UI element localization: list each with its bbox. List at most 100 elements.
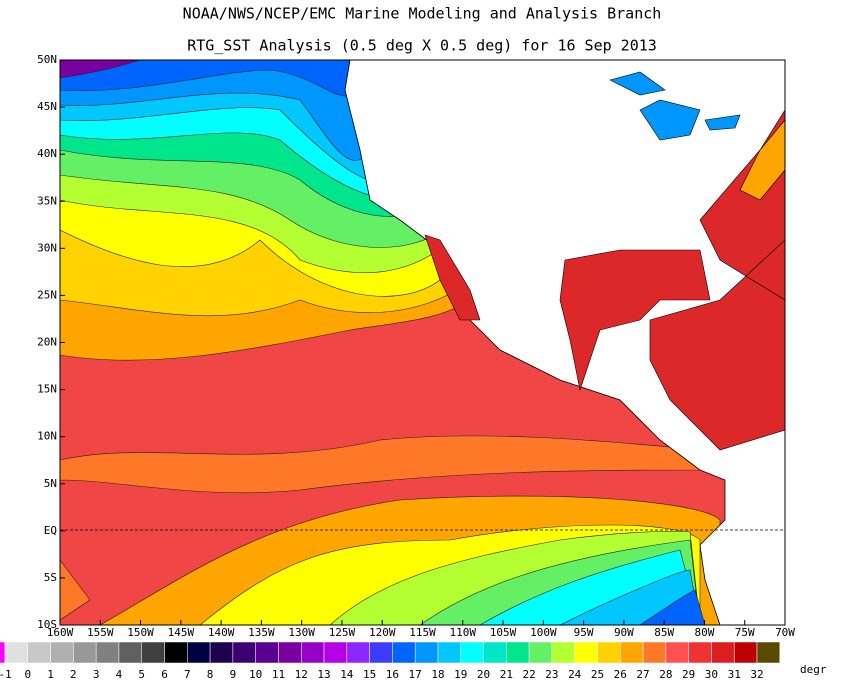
colorbar-label: 22	[522, 668, 535, 681]
lon-label: 160W	[47, 626, 74, 639]
colorbar-label: 10	[249, 668, 262, 681]
colorbar-label: 18	[431, 668, 444, 681]
colorbar-label: 0	[24, 668, 31, 681]
lat-label: 45N	[37, 100, 57, 113]
colorbar-label: 31	[728, 668, 741, 681]
colorbar-label: -1	[0, 668, 12, 681]
colorbar-label: 21	[500, 668, 513, 681]
sst-band	[739, 119, 785, 201]
colorbar-box	[4, 641, 29, 664]
lat-label: 10S	[37, 618, 57, 631]
colorbar-label: 30	[705, 668, 718, 681]
colorbar-box	[141, 641, 165, 664]
colorbar-box	[483, 641, 507, 664]
lon-label: 85W	[654, 626, 674, 639]
colorbar-unit: degr	[800, 663, 827, 676]
colorbar-box	[278, 641, 302, 664]
lat-label: EQ	[44, 524, 57, 537]
colorbar-box	[50, 641, 74, 664]
lon-label: 90W	[614, 626, 634, 639]
colorbar-label: 28	[659, 668, 672, 681]
lat-label: 5S	[44, 571, 57, 584]
colorbar-label: 24	[568, 668, 582, 681]
land	[344, 60, 785, 625]
sst-band	[639, 589, 706, 625]
colorbar-box	[574, 641, 598, 664]
colorbar-label: 13	[317, 668, 330, 681]
lon-label: 110W	[450, 626, 477, 639]
colorbar-box	[756, 641, 781, 664]
lat-label: 15N	[37, 383, 57, 396]
colorbar-box	[528, 641, 553, 664]
gulf-of-california	[424, 234, 481, 321]
colorbar-label: 20	[477, 668, 490, 681]
colorbar-box	[323, 641, 348, 664]
colorbar-box	[346, 641, 370, 664]
colorbar-label: 19	[454, 668, 467, 681]
lat-label: 5N	[44, 477, 57, 490]
subtitle: RTG_SST Analysis (0.5 deg X 0.5 deg) for…	[187, 37, 657, 55]
lon-label: 145W	[168, 626, 195, 639]
colorbar-box	[187, 641, 211, 664]
gulf-of-mexico	[559, 249, 711, 392]
colorbar-box	[232, 641, 256, 664]
sst-band	[60, 60, 361, 97]
colorbar-box	[73, 641, 97, 664]
title: NOAA/NWS/NCEP/EMC Marine Modeling and An…	[183, 5, 662, 23]
colorbar-label: 2	[70, 668, 77, 681]
sst-band	[60, 60, 141, 79]
great-lakes	[609, 71, 741, 141]
lon-label: 70W	[775, 626, 795, 639]
colorbar-box	[95, 641, 120, 664]
colorbar-box	[597, 641, 621, 664]
lon-label: 155W	[87, 626, 114, 639]
colorbar-label: 32	[750, 668, 763, 681]
colorbar-box	[437, 641, 462, 664]
colorbar-label: 7	[184, 668, 191, 681]
colorbar-box	[118, 641, 142, 664]
colorbar-box	[27, 641, 51, 664]
colorbar-box	[551, 641, 575, 664]
lon-label: 100W	[530, 626, 557, 639]
colorbar-label: 29	[682, 668, 695, 681]
colorbar-label: 9	[230, 668, 237, 681]
colorbar-box	[642, 641, 667, 664]
colorbar-label: 16	[386, 668, 399, 681]
colorbar-label: 25	[591, 668, 604, 681]
lon-label: 125W	[329, 626, 356, 639]
lon-label: 105W	[490, 626, 517, 639]
colorbar-box	[209, 641, 234, 664]
lat-label: 50N	[37, 53, 57, 66]
colorbar-label: 4	[116, 668, 123, 681]
lat-label: 35N	[37, 194, 57, 207]
lon-label: 130W	[288, 626, 315, 639]
colorbar-box	[300, 641, 325, 664]
lat-label: 20N	[37, 336, 57, 349]
map-field	[60, 60, 785, 625]
colorbar-box	[392, 641, 416, 664]
colorbar-box	[733, 641, 758, 664]
lon-label: 140W	[208, 626, 235, 639]
lon-label: 75W	[735, 626, 755, 639]
colorbar-box	[711, 641, 735, 664]
lon-label: 150W	[127, 626, 154, 639]
colorbar-box	[620, 641, 644, 664]
colorbar-label: 26	[614, 668, 627, 681]
colorbar-label: 3	[93, 668, 100, 681]
colorbar-label: 15	[363, 668, 376, 681]
colorbar-label: 6	[161, 668, 168, 681]
colorbar-box	[688, 641, 712, 664]
lon-label: 120W	[369, 626, 396, 639]
colorbar-box	[460, 641, 484, 664]
colorbar-label: 17	[409, 668, 422, 681]
colorbar: -101234567891011121314151617181920212223…	[0, 641, 827, 681]
colorbar-label: 5	[138, 668, 145, 681]
colorbar-label: 11	[272, 668, 285, 681]
colorbar-box	[164, 641, 188, 664]
colorbar-box	[506, 641, 530, 664]
colorbar-label: 1	[47, 668, 54, 681]
colorbar-box	[665, 641, 689, 664]
colorbar-box	[414, 641, 439, 664]
colorbar-box	[255, 641, 279, 664]
